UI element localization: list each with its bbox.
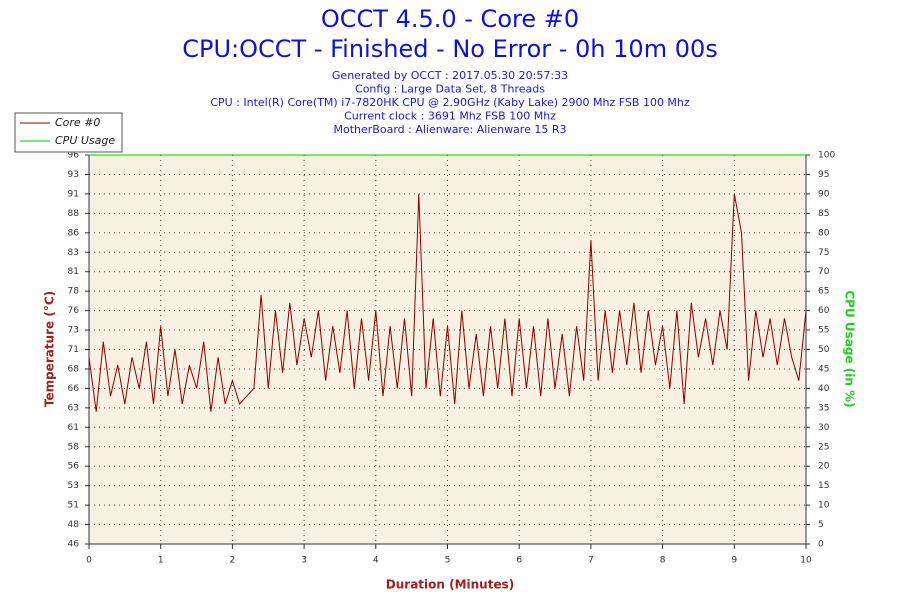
plot-area bbox=[89, 155, 806, 544]
y-tick-label: 76 bbox=[68, 306, 80, 316]
info-line: MotherBoard : Alienware: Alienware 15 R3 bbox=[334, 123, 567, 136]
y-tick-label: 66 bbox=[68, 384, 80, 394]
series-line bbox=[88, 193, 807, 412]
y2-tick-label: 95 bbox=[818, 170, 829, 180]
x-tick-label: 2 bbox=[230, 556, 236, 566]
info-line: Current clock : 3691 Mhz FSB 100 Mhz bbox=[344, 110, 556, 123]
y2-tick-label: 25 bbox=[818, 442, 829, 452]
y2-tick-label: 60 bbox=[818, 306, 830, 316]
y-tick-label: 58 bbox=[68, 442, 80, 452]
y-tick-label: 73 bbox=[68, 326, 79, 336]
y2-tick-label: 0 bbox=[818, 540, 824, 550]
y-tick-label: 88 bbox=[68, 209, 80, 219]
y-tick-label: 48 bbox=[68, 520, 80, 530]
x-tick-label: 6 bbox=[516, 556, 522, 566]
x-tick-label: 9 bbox=[731, 556, 737, 566]
y-tick-label: 93 bbox=[68, 170, 79, 180]
y-tick-label: 61 bbox=[68, 423, 79, 433]
y-tick-label: 51 bbox=[68, 501, 79, 511]
legend-label: CPU Usage bbox=[55, 134, 115, 147]
y2-tick-label: 65 bbox=[818, 287, 829, 297]
info-line: Config : Large Data Set, 8 Threads bbox=[355, 83, 545, 96]
x-axis-label: Duration (Minutes) bbox=[386, 578, 514, 592]
y2-tick-label: 85 bbox=[818, 209, 829, 219]
x-tick-label: 3 bbox=[301, 556, 307, 566]
y2-tick-label: 90 bbox=[818, 189, 830, 199]
y-axis-label: Temperature (°C) bbox=[43, 291, 57, 407]
legend-label: Core #0 bbox=[55, 116, 100, 129]
y2-axis-label: CPU Usage (in %) bbox=[843, 290, 857, 407]
y2-tick-label: 45 bbox=[818, 364, 829, 374]
y-tick-label: 46 bbox=[68, 540, 80, 550]
y2-tick-label: 20 bbox=[818, 462, 830, 472]
y2-tick-label: 30 bbox=[818, 423, 830, 433]
y-tick-label: 91 bbox=[68, 189, 79, 199]
y-tick-label: 68 bbox=[68, 364, 80, 374]
y-tick-label: 56 bbox=[68, 462, 80, 472]
y-tick-label: 63 bbox=[68, 403, 79, 413]
y2-tick-label: 40 bbox=[818, 384, 830, 394]
y2-tick-label: 100 bbox=[818, 151, 835, 161]
legend-box bbox=[14, 112, 123, 153]
y2-tick-label: 15 bbox=[818, 481, 829, 491]
y-tick-label: 71 bbox=[68, 345, 79, 355]
y2-tick-label: 80 bbox=[818, 228, 830, 238]
x-tick-label: 8 bbox=[660, 556, 666, 566]
x-tick-label: 1 bbox=[158, 556, 164, 566]
y-tick-label: 78 bbox=[68, 287, 80, 297]
x-tick-label: 0 bbox=[86, 556, 92, 566]
y-tick-label: 83 bbox=[68, 248, 79, 258]
x-tick-label: 4 bbox=[373, 556, 379, 566]
y-tick-label: 96 bbox=[68, 151, 80, 161]
y-tick-label: 81 bbox=[68, 267, 79, 277]
info-line: Generated by OCCT : 2017.05.30 20:57:33 bbox=[332, 69, 568, 82]
chart-subtitle: CPU:OCCT - Finished - No Error - 0h 10m … bbox=[182, 35, 718, 63]
y2-tick-label: 35 bbox=[818, 403, 829, 413]
y2-tick-label: 75 bbox=[818, 248, 829, 258]
chart-title: OCCT 4.5.0 - Core #0 bbox=[321, 5, 579, 33]
x-tick-label: 5 bbox=[445, 556, 451, 566]
y2-tick-label: 5 bbox=[818, 520, 824, 530]
info-line: CPU : Intel(R) Core(TM) i7-7820HK CPU @ … bbox=[210, 96, 690, 109]
y2-tick-label: 10 bbox=[818, 501, 830, 511]
y2-tick-label: 70 bbox=[818, 267, 830, 277]
y-tick-label: 86 bbox=[68, 228, 80, 238]
y2-tick-label: 55 bbox=[818, 326, 829, 336]
y-tick-label: 53 bbox=[68, 481, 79, 491]
x-tick-label: 7 bbox=[588, 556, 594, 566]
y2-tick-label: 50 bbox=[818, 345, 830, 355]
x-tick-label: 10 bbox=[800, 556, 812, 566]
